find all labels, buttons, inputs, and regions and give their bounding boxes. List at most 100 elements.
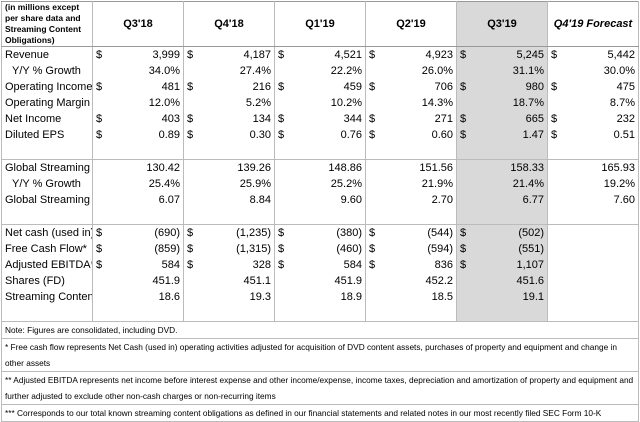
value-cell: $5,245	[456, 46, 548, 63]
value: 10.2%	[330, 97, 362, 109]
note-row: Note: Figures are consolidated, includin…	[1, 321, 639, 339]
value-wrap: $584	[96, 259, 180, 271]
spacer-row	[1, 143, 639, 160]
currency: $	[460, 81, 467, 93]
value: (380)	[336, 227, 362, 239]
value-wrap: $836	[369, 259, 453, 271]
value-cell: $0.30	[183, 127, 275, 143]
value-cell: $ (1,235)	[183, 224, 275, 241]
value-cell: 26.0%	[365, 63, 457, 79]
row-label: Operating Income	[1, 79, 93, 95]
currency: $	[278, 81, 285, 93]
value-wrap: 451.1	[187, 275, 271, 287]
column-header: Q3'18	[92, 1, 184, 47]
value-cell: 19.1	[456, 289, 548, 305]
value: 836	[434, 259, 453, 271]
value-cell: 27.4%	[183, 63, 275, 79]
value-wrap: $328	[187, 259, 271, 271]
value-cell: 148.86	[274, 159, 366, 176]
data-row: Operating Margin 12.0% 5.2% 10.2% 14.3% 18.7%…	[1, 95, 639, 111]
footnote: ** Adjusted EBITDA represents net income…	[1, 371, 639, 405]
value: (1,235)	[236, 227, 271, 239]
spacer-row	[1, 305, 639, 322]
value: 19.3	[249, 291, 271, 303]
row-label: Net Income	[1, 111, 93, 127]
row-label: Adjusted EBITDA**	[1, 257, 93, 273]
value-wrap: 2.70	[369, 194, 453, 206]
header-row: (in millions except per share data and S…	[1, 1, 639, 47]
value-wrap: $0.76	[278, 129, 362, 141]
footnote: * Free cash flow represents Net Cash (us…	[1, 338, 639, 372]
value-cell	[547, 224, 639, 241]
value-wrap: 7.60	[551, 194, 635, 206]
currency: $	[460, 49, 467, 61]
value-wrap: 21.9%	[369, 178, 453, 190]
value-cell: $344	[274, 111, 366, 127]
value: 134	[252, 113, 271, 125]
spacer-cell	[92, 143, 184, 160]
value-wrap: 130.42	[96, 162, 180, 174]
row-label: Y/Y % Growth	[1, 63, 93, 79]
value-cell: 8.7%	[547, 95, 639, 111]
value-wrap: $ (594)	[369, 243, 453, 255]
value-wrap: 6.07	[96, 194, 180, 206]
value: 216	[252, 81, 271, 93]
value-cell: $232	[547, 111, 639, 127]
value-cell: 7.60	[547, 192, 639, 208]
spacer-cell	[274, 143, 366, 160]
value: 34.0%	[148, 65, 180, 77]
value-cell: 21.9%	[365, 176, 457, 192]
currency: $	[369, 227, 376, 239]
value-wrap: $665	[460, 113, 544, 125]
value: (594)	[427, 243, 453, 255]
value: 584	[343, 259, 362, 271]
spacer-cell	[456, 208, 548, 225]
value-wrap: 452.2	[369, 275, 453, 287]
row-label: Operating Margin	[1, 95, 93, 111]
value: 3,999	[152, 49, 180, 61]
row-label: Streaming Content Obligations*** ($B)	[1, 289, 93, 305]
data-row: Net Income $403 $134 $344 $271 $665 $232	[1, 111, 639, 127]
value: 9.60	[340, 194, 362, 206]
value-wrap: $403	[96, 113, 180, 125]
value: 4,187	[243, 49, 271, 61]
value: 5,442	[607, 49, 635, 61]
value-wrap: $584	[278, 259, 362, 271]
value-wrap: 18.5	[369, 291, 453, 303]
value-wrap: $459	[278, 81, 362, 93]
value-wrap: $4,187	[187, 49, 271, 61]
value-cell: 18.9	[274, 289, 366, 305]
currency: $	[460, 227, 467, 239]
value-wrap: 27.4%	[187, 65, 271, 77]
value: 151.56	[419, 162, 453, 174]
value-cell: $475	[547, 79, 639, 95]
value-cell: 30.0%	[547, 63, 639, 79]
value: 584	[161, 259, 180, 271]
value: 0.89	[158, 129, 180, 141]
value-wrap: $5,442	[551, 49, 635, 61]
value-wrap: $ (460)	[278, 243, 362, 255]
currency: $	[278, 49, 285, 61]
spacer-cell	[365, 305, 457, 322]
currency: $	[96, 49, 103, 61]
value-wrap: $481	[96, 81, 180, 93]
value: 232	[616, 113, 635, 125]
currency: $	[551, 129, 558, 141]
value-cell: $706	[365, 79, 457, 95]
value: 271	[434, 113, 453, 125]
value-cell: 5.2%	[183, 95, 275, 111]
value-wrap: $271	[369, 113, 453, 125]
value-cell: $328	[183, 257, 275, 273]
value-cell: 165.93	[547, 159, 639, 176]
value-wrap: 8.84	[187, 194, 271, 206]
value-wrap: 19.1	[460, 291, 544, 303]
value-wrap: $ (1,235)	[187, 227, 271, 239]
spacer-cell	[183, 208, 275, 225]
value-wrap: $ (1,315)	[187, 243, 271, 255]
currency: $	[96, 81, 103, 93]
currency: $	[460, 259, 467, 271]
value-wrap: 14.3%	[369, 97, 453, 109]
value-cell: 451.9	[92, 273, 184, 289]
value-cell: 14.3%	[365, 95, 457, 111]
value-wrap: 8.7%	[551, 97, 635, 109]
